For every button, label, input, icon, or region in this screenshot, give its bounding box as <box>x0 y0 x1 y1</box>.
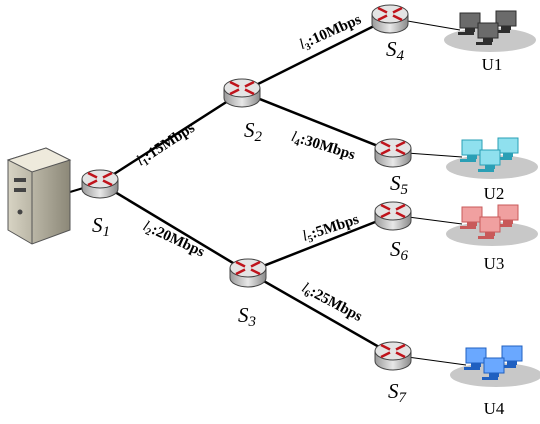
keyboard <box>482 377 498 380</box>
router <box>372 5 408 33</box>
monitor-base <box>467 155 477 159</box>
link-label: l2:20Mbps <box>140 218 207 262</box>
router <box>230 259 266 287</box>
server <box>8 148 70 244</box>
link-label: l5:5Mbps <box>301 212 362 247</box>
keyboard <box>460 226 476 229</box>
monitor <box>480 150 500 165</box>
node-letter: S <box>388 379 399 403</box>
monitor <box>480 217 500 232</box>
node-index: 3 <box>248 314 257 330</box>
user-group <box>450 346 540 387</box>
monitor-base <box>471 363 481 367</box>
node-index: 4 <box>397 48 405 64</box>
router <box>375 202 411 230</box>
monitor-base <box>485 165 495 169</box>
monitor <box>478 23 498 38</box>
link-rate: :20Mbps <box>149 222 207 261</box>
router <box>82 170 118 198</box>
devices <box>82 5 540 387</box>
node-letter: S <box>390 237 401 261</box>
router-top <box>230 259 266 277</box>
keyboard <box>478 236 494 239</box>
router-top <box>375 139 411 157</box>
monitor-base <box>489 373 499 377</box>
node-label: S6 <box>390 237 409 264</box>
link-rate: :30Mbps <box>298 132 357 164</box>
node-letter: S <box>244 118 255 142</box>
node-label: S2 <box>244 118 263 145</box>
keyboard <box>478 169 494 172</box>
router <box>375 139 411 167</box>
router-top <box>375 202 411 220</box>
monitor <box>466 348 486 363</box>
monitor-base <box>467 222 477 226</box>
node-label: S3 <box>238 303 256 330</box>
user-label: U2 <box>484 184 505 203</box>
node-letter: S <box>386 37 397 61</box>
user-group <box>446 138 538 179</box>
monitor <box>462 207 482 222</box>
node-index: 1 <box>103 224 111 240</box>
user-group <box>444 11 536 52</box>
monitor <box>484 358 504 373</box>
link-rate: :10Mbps <box>305 12 363 50</box>
router-top <box>224 79 260 97</box>
keyboard <box>460 159 476 162</box>
user-group <box>446 205 538 246</box>
user-label: U4 <box>484 399 505 418</box>
node-label: S5 <box>390 171 409 198</box>
node-letter: S <box>390 171 401 195</box>
node-label: S7 <box>388 379 408 406</box>
router <box>375 342 411 370</box>
monitor <box>498 205 518 220</box>
monitor <box>502 346 522 361</box>
router-top <box>372 5 408 23</box>
link-label: l1:15Mbps <box>134 120 199 171</box>
monitor <box>498 138 518 153</box>
node-index: 6 <box>401 248 409 264</box>
node-label: S1 <box>92 213 110 240</box>
monitor-base <box>483 38 493 42</box>
node-letter: S <box>238 303 249 327</box>
monitor-base <box>507 361 517 365</box>
user-label: U3 <box>484 254 505 273</box>
monitor-base <box>503 153 513 157</box>
monitor-base <box>485 232 495 236</box>
link-line <box>100 183 248 272</box>
monitor <box>460 13 480 28</box>
link-line <box>248 272 393 355</box>
user-label: U1 <box>482 55 503 74</box>
monitor-base <box>465 28 475 32</box>
keyboard <box>458 32 474 35</box>
link-rate: :15Mbps <box>142 120 198 164</box>
router <box>224 79 260 107</box>
node-index: 7 <box>399 390 408 406</box>
node-label: S4 <box>386 37 405 64</box>
monitor-base <box>503 220 513 224</box>
node-index: 5 <box>401 182 409 198</box>
link-rate: :25Mbps <box>307 284 365 325</box>
network-diagram: l1:15Mbpsl2:20Mbpsl3:10Mbpsl4:30Mbpsl5:5… <box>0 0 540 424</box>
keyboard <box>464 367 480 370</box>
keyboard <box>476 42 492 45</box>
node-index: 2 <box>255 129 263 145</box>
monitor <box>462 140 482 155</box>
monitor-base <box>501 26 511 30</box>
node-letter: S <box>92 213 103 237</box>
router-top <box>82 170 118 188</box>
router-top <box>375 342 411 360</box>
monitor <box>496 11 516 26</box>
